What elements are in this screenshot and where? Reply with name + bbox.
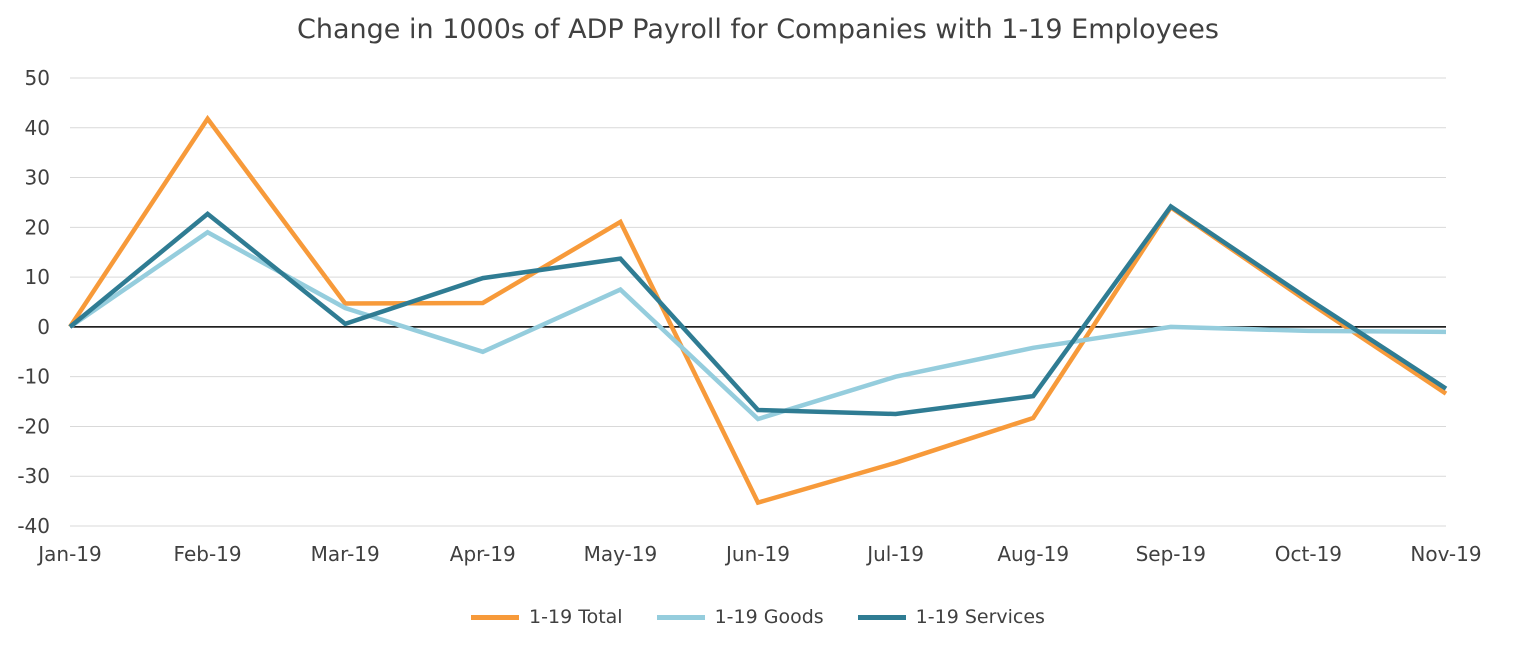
x-tick-label: Apr-19 bbox=[450, 542, 516, 566]
x-tick-label: May-19 bbox=[584, 542, 658, 566]
x-tick-label: Sep-19 bbox=[1136, 542, 1206, 566]
legend-item: 1-19 Goods bbox=[656, 606, 824, 628]
legend-label: 1-19 Total bbox=[529, 606, 623, 628]
y-tick-label: -10 bbox=[17, 365, 50, 389]
series-lines bbox=[68, 114, 1448, 506]
legend-label: 1-19 Goods bbox=[714, 606, 824, 628]
legend-item: 1-19 Total bbox=[471, 606, 623, 628]
series-line-2 bbox=[68, 229, 1447, 422]
x-tick-label: Aug-19 bbox=[997, 542, 1069, 566]
x-tick-label: Jul-19 bbox=[865, 542, 924, 566]
y-tick-label: 0 bbox=[37, 315, 50, 339]
y-tick-label: -40 bbox=[17, 514, 50, 538]
legend-swatch bbox=[656, 614, 705, 620]
y-tick-label: 20 bbox=[25, 215, 50, 239]
y-tick-label: 50 bbox=[25, 66, 50, 90]
legend: 1-19 Total 1-19 Goods 1-19 Services bbox=[0, 606, 1516, 628]
y-tick-label: 10 bbox=[25, 265, 50, 289]
x-tick-label: Mar-19 bbox=[311, 542, 380, 566]
x-axis: Jan-19 Feb-19 Mar-19 Apr-19 May-19 Jun-19 Jul-… bbox=[36, 542, 1481, 566]
legend-label: 1-19 Services bbox=[915, 606, 1045, 628]
legend-swatch bbox=[857, 614, 906, 620]
y-tick-label: 30 bbox=[25, 166, 50, 190]
y-axis: 50 40 30 20 10 0 -10 -20 -30 -40 bbox=[17, 66, 50, 538]
x-tick-label: Feb-19 bbox=[174, 542, 242, 566]
legend-swatch bbox=[471, 614, 520, 620]
x-tick-label: Jan-19 bbox=[36, 542, 102, 566]
grid bbox=[70, 77, 1446, 527]
x-tick-label: Oct-19 bbox=[1275, 542, 1342, 566]
chart-title: Change in 1000s of ADP Payroll for Compa… bbox=[297, 14, 1219, 45]
series-line-1 bbox=[68, 114, 1448, 506]
x-tick-label: Nov-19 bbox=[1410, 542, 1481, 566]
x-tick-label: Jun-19 bbox=[724, 542, 790, 566]
y-tick-label: -30 bbox=[17, 464, 50, 488]
y-tick-label: -20 bbox=[17, 414, 50, 438]
series-line-3 bbox=[68, 203, 1448, 417]
legend-item: 1-19 Services bbox=[857, 606, 1045, 628]
y-tick-label: 40 bbox=[25, 116, 50, 140]
